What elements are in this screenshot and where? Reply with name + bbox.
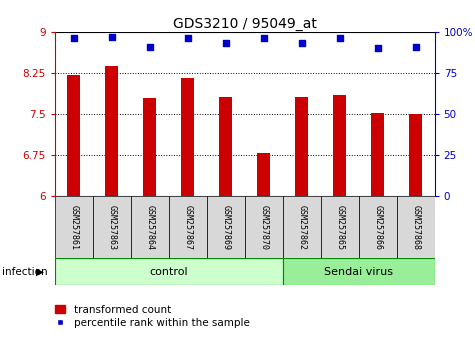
Point (260, 36, 267, 41)
Title: GDS3210 / 95049_at: GDS3210 / 95049_at (173, 17, 316, 31)
Point (184, 36, 191, 41)
FancyBboxPatch shape (321, 196, 359, 258)
Text: control: control (149, 267, 188, 277)
Bar (333, 95, 346, 196)
Point (70, 36, 77, 41)
FancyBboxPatch shape (169, 196, 207, 258)
Bar (257, 153, 270, 196)
Point (374, 46, 381, 51)
Text: GSM257864: GSM257864 (145, 205, 154, 250)
FancyBboxPatch shape (207, 196, 245, 258)
FancyBboxPatch shape (93, 196, 131, 258)
Text: GSM257870: GSM257870 (259, 205, 268, 250)
Bar (181, 78, 194, 196)
Bar (143, 98, 156, 196)
Point (222, 41, 229, 46)
Text: GSM257865: GSM257865 (335, 205, 344, 250)
Text: GSM257866: GSM257866 (373, 205, 382, 250)
FancyBboxPatch shape (397, 196, 435, 258)
Text: ▶: ▶ (36, 267, 44, 277)
Text: GSM257863: GSM257863 (107, 205, 116, 250)
Text: GSM257867: GSM257867 (183, 205, 192, 250)
FancyBboxPatch shape (55, 196, 93, 258)
Bar (105, 67, 118, 196)
Text: GSM257862: GSM257862 (297, 205, 306, 250)
Legend: transformed count, percentile rank within the sample: transformed count, percentile rank withi… (53, 303, 251, 330)
FancyBboxPatch shape (283, 258, 435, 285)
Bar (371, 113, 384, 196)
Text: GSM257869: GSM257869 (221, 205, 230, 250)
Bar (295, 97, 308, 196)
FancyBboxPatch shape (55, 258, 283, 285)
Text: Sendai virus: Sendai virus (324, 267, 393, 277)
Bar (409, 114, 422, 196)
Text: infection: infection (2, 267, 48, 277)
Bar (67, 75, 80, 196)
FancyBboxPatch shape (359, 196, 397, 258)
Text: GSM257868: GSM257868 (411, 205, 420, 250)
Point (336, 36, 343, 41)
Point (108, 34, 115, 40)
FancyBboxPatch shape (245, 196, 283, 258)
FancyBboxPatch shape (283, 196, 321, 258)
Point (412, 44, 419, 50)
Point (298, 41, 305, 46)
Bar (219, 97, 232, 196)
FancyBboxPatch shape (131, 196, 169, 258)
Text: GSM257861: GSM257861 (69, 205, 78, 250)
Point (146, 44, 153, 50)
